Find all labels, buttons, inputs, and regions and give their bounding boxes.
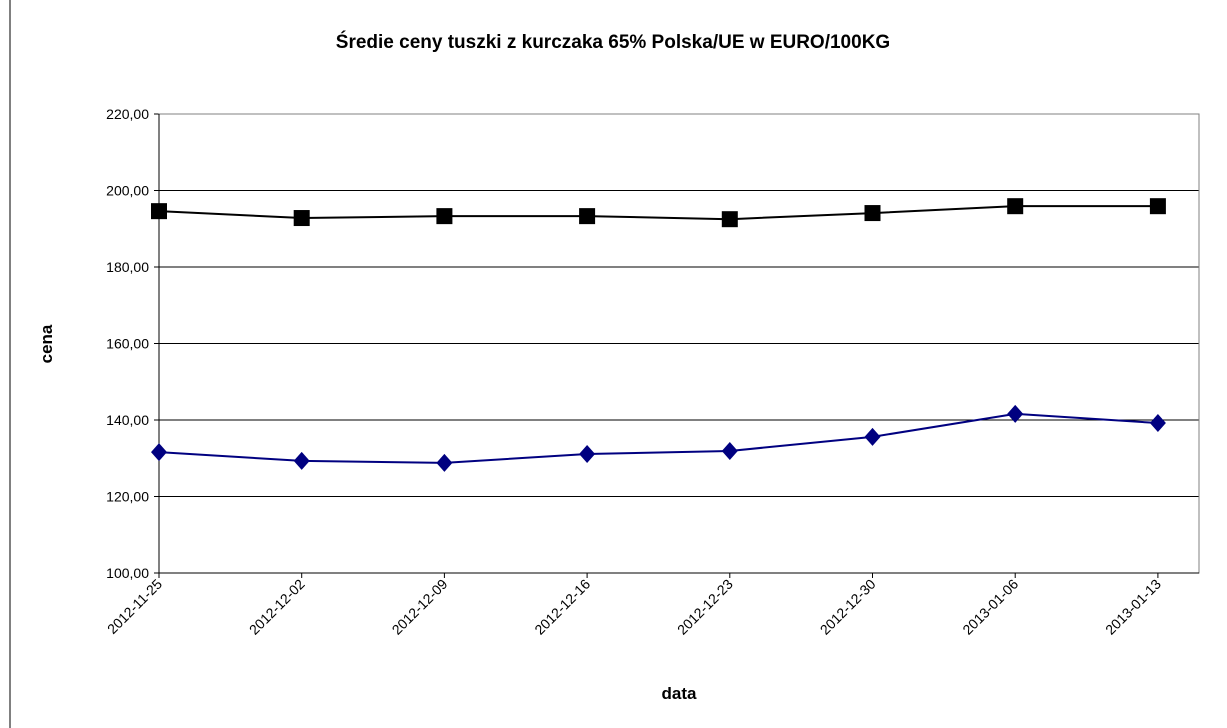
marker xyxy=(436,453,453,472)
x-axis-title: data xyxy=(662,684,698,703)
chart-title: Średie ceny tuszki z kurczaka 65% Polska… xyxy=(336,31,890,53)
y-tick-label: 140,00 xyxy=(106,412,149,428)
marker xyxy=(293,210,310,227)
marker xyxy=(151,203,167,220)
y-tick-label: 180,00 xyxy=(106,259,149,275)
marker xyxy=(1007,404,1024,423)
x-tick-label: 2013-01-06 xyxy=(959,576,1021,638)
marker xyxy=(721,441,738,460)
series-line xyxy=(158,412,1158,464)
y-axis-title: cena xyxy=(37,324,56,363)
y-tick-label: 200,00 xyxy=(106,183,149,199)
marker xyxy=(864,427,881,446)
x-tick-label: 2012-12-02 xyxy=(246,576,308,638)
marker xyxy=(293,451,310,470)
x-tick-label: 2012-11-25 xyxy=(104,576,165,637)
marker xyxy=(864,205,881,222)
marker xyxy=(579,445,596,464)
x-tick-label: 2012-12-09 xyxy=(389,576,451,638)
marker xyxy=(1149,414,1166,433)
y-tick-label: 160,00 xyxy=(106,336,149,352)
marker xyxy=(579,208,596,225)
series-line xyxy=(158,205,1158,221)
marker xyxy=(436,208,453,225)
y-tick-label: 120,00 xyxy=(106,489,149,505)
marker xyxy=(721,211,738,228)
marker xyxy=(1007,198,1024,215)
x-tick-label: 2013-01-13 xyxy=(1102,576,1164,638)
y-tick-label: 220,00 xyxy=(106,106,149,122)
x-tick-label: 2012-12-30 xyxy=(817,576,879,638)
marker xyxy=(151,443,167,462)
x-tick-label: 2012-12-16 xyxy=(531,576,593,638)
y-tick-label: 100,00 xyxy=(106,565,149,581)
x-tick-label: 2012-12-23 xyxy=(674,576,736,638)
marker xyxy=(1149,198,1166,215)
